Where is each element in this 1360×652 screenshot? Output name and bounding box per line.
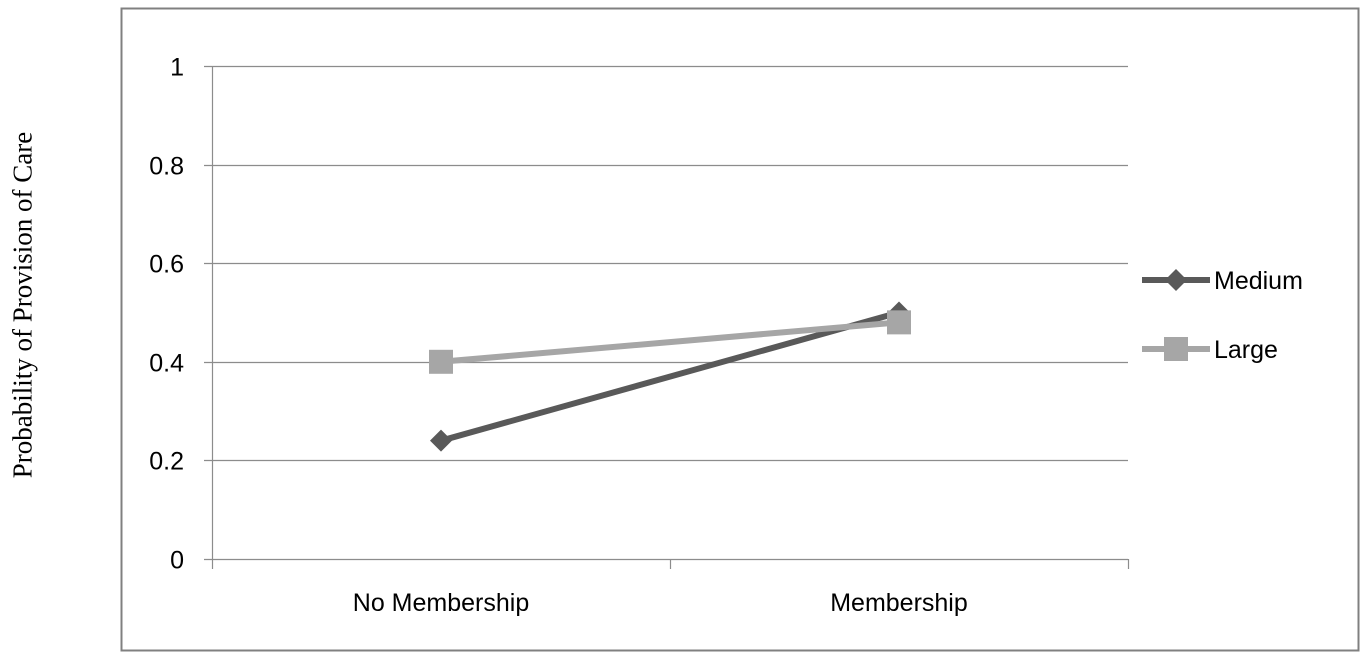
legend-label: Medium [1214, 267, 1303, 295]
series-line-large [440, 319, 900, 365]
y-tick-label: 1 [170, 54, 184, 82]
axes [211, 66, 1130, 569]
x-category-label: No Membership [353, 589, 529, 617]
y-tick-label: 0.2 [149, 448, 184, 476]
legend-swatch-marker [1165, 269, 1187, 291]
y-tick-label: 0.6 [149, 251, 184, 279]
y-tick-label: 0.4 [149, 350, 184, 378]
gridlines [204, 65, 1128, 561]
x-category-label: Membership [830, 589, 968, 617]
y-tick-labels: 0 0.2 0.4 0.6 0.8 1 [149, 54, 184, 575]
data-point-large [887, 310, 911, 335]
data-point-medium [430, 429, 452, 452]
series-medium [430, 301, 910, 452]
legend: Medium Large [1142, 267, 1303, 364]
data-point-large [429, 349, 453, 374]
y-tick-label: 0.8 [149, 153, 184, 181]
legend-item-medium: Medium [1142, 267, 1303, 295]
legend-item-large: Large [1142, 336, 1278, 364]
y-tick-label: 0 [170, 547, 184, 575]
chart-frame [120, 7, 1360, 652]
series-group [429, 301, 911, 452]
series-line-medium [440, 309, 900, 444]
legend-label: Large [1214, 336, 1278, 364]
x-tick-labels: No Membership Membership [353, 589, 968, 617]
legend-swatch-marker [1164, 337, 1188, 361]
series-large [429, 310, 911, 374]
